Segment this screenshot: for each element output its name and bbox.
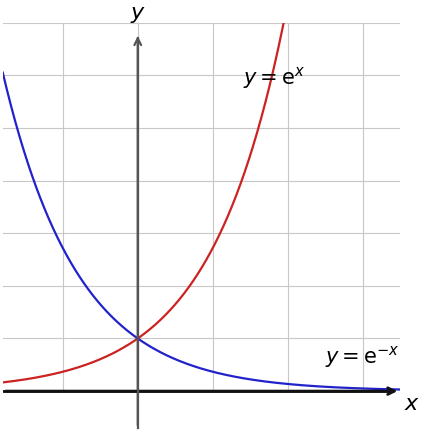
Text: $x$: $x$ (404, 393, 420, 415)
Text: $y = \mathrm{e}^x$: $y = \mathrm{e}^x$ (243, 65, 305, 91)
Text: $y$: $y$ (130, 3, 146, 25)
Text: $y = \mathrm{e}^{-x}$: $y = \mathrm{e}^{-x}$ (325, 344, 400, 370)
